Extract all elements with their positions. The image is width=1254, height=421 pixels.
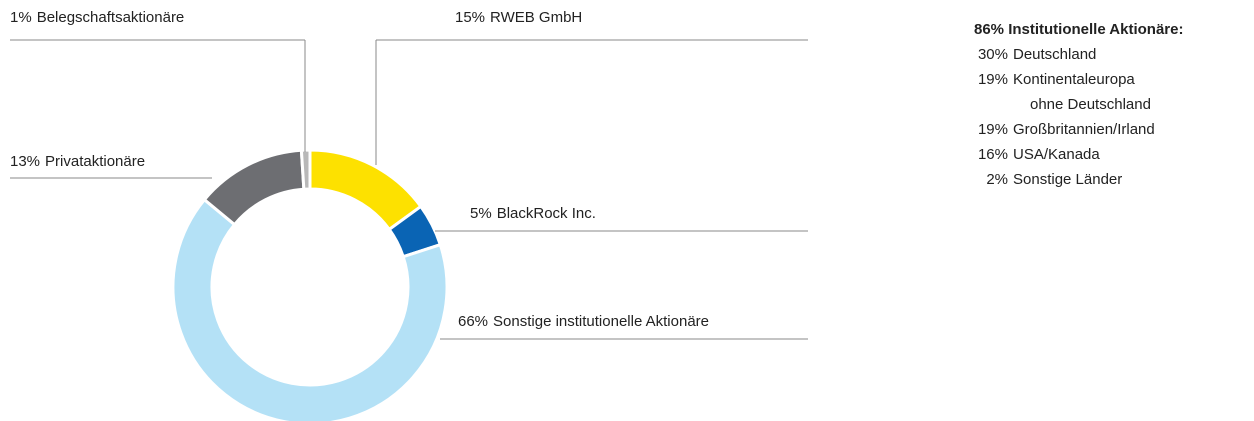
- breakdown-value: 19%: [978, 121, 1008, 138]
- breakdown-name: Sonstige Länder: [1013, 171, 1122, 188]
- segment-label: 13% Privataktionäre: [10, 153, 145, 170]
- breakdown-title: 86% Institutionelle Aktionäre:: [974, 21, 1183, 38]
- segment-value-label: 66%: [458, 313, 488, 330]
- segment-category: Belegschaftsaktionäre: [37, 9, 185, 26]
- breakdown-value: 30%: [978, 46, 1008, 63]
- breakdown-name: USA/Kanada: [1013, 146, 1100, 163]
- segment-label: 15% RWEB GmbH: [455, 9, 582, 26]
- segment-category: RWEB GmbH: [490, 9, 582, 26]
- segment-category: Sonstige institutionelle Aktionäre: [493, 313, 709, 330]
- segment-label: 5% BlackRock Inc.: [470, 205, 596, 222]
- segment-value-label: 15%: [455, 9, 485, 26]
- breakdown-name: Deutschland: [1013, 46, 1096, 63]
- donut-segment: [171, 197, 449, 421]
- segment-category: Privataktionäre: [45, 153, 145, 170]
- donut-segment: [202, 148, 306, 227]
- breakdown-name: ohne Deutschland: [1030, 96, 1151, 113]
- segment-value-label: 13%: [10, 153, 40, 170]
- breakdown-name: Kontinentaleuropa: [1013, 71, 1135, 88]
- segment-category: BlackRock Inc.: [497, 205, 596, 222]
- breakdown-value: 19%: [978, 71, 1008, 88]
- breakdown-value: 16%: [978, 146, 1008, 163]
- segment-value-label: 1%: [10, 9, 32, 26]
- breakdown-value: 2%: [986, 171, 1008, 188]
- segment-label: 1% Belegschaftsaktionäre: [10, 9, 184, 26]
- donut-segment: [299, 148, 312, 191]
- segment-label: 66% Sonstige institutionelle Aktionäre: [458, 313, 709, 330]
- breakdown-name: Großbritannien/Irland: [1013, 121, 1155, 138]
- segment-value-label: 5%: [470, 205, 492, 222]
